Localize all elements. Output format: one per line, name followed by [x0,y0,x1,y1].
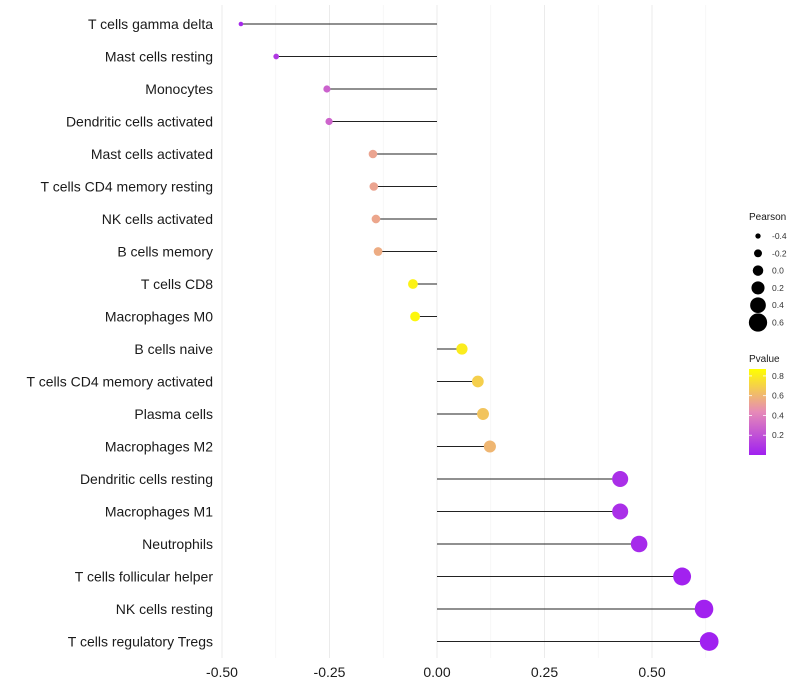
legend-size-key [754,249,762,258]
point [368,149,378,159]
legend-size-label: 0.0 [772,266,784,276]
colorbar-label: 0.2 [772,430,784,440]
colorbar-label: 0.6 [772,391,784,401]
point [673,567,692,586]
x-tick-label: -0.25 [314,664,346,680]
y-tick-label: B cells memory [117,244,213,260]
colorbar [749,369,766,455]
y-tick-label: Macrophages M0 [105,309,213,325]
y-tick-label: Macrophages M1 [105,504,213,520]
legend-size-key [750,297,766,314]
legend-size-key [748,313,768,332]
x-tick-label: 0.00 [423,664,450,680]
y-tick-label: Mast cells resting [105,49,213,65]
y-axis-labels: T cells gamma delta Mast cells resting Mon… [27,16,214,650]
y-tick-label: Dendritic cells resting [80,471,213,487]
y-tick-label: T cells CD4 memory resting [41,179,213,195]
y-tick-label: B cells naive [134,341,213,357]
legend-size-key [755,233,761,239]
legend-title: Pvalue [749,354,780,365]
point [369,182,379,191]
point [238,21,244,27]
y-tick-label: Dendritic cells activated [66,114,213,130]
point [410,311,420,322]
point [325,117,333,126]
y-tick-label: NK cells activated [102,211,213,227]
point [612,470,629,488]
colorbar-label: 0.4 [772,410,784,420]
legend-size-label: -0.4 [772,231,787,241]
point [477,408,489,420]
grid-lines [221,5,707,658]
legend-pvalue: Pvalue 0.2 0.4 0.6 0.8 [749,354,784,455]
point [371,214,381,224]
y-tick-label: Monocytes [145,81,213,97]
y-tick-label: T cells regulatory Tregs [68,634,213,650]
point [483,440,496,453]
y-tick-label: Mast cells activated [91,146,213,162]
x-tick-label: -0.50 [206,664,238,680]
point [273,53,279,60]
y-tick-label: T cells follicular helper [75,569,214,585]
y-tick-label: T cells CD4 memory activated [27,374,213,390]
legend-size-label: 0.2 [772,283,784,293]
point [630,535,648,553]
y-tick-label: NK cells resting [116,601,213,617]
legend-size-label: 0.6 [772,318,784,328]
x-tick-label: 0.25 [531,664,558,680]
legend-pearson: Pearson -0.4 -0.2 0.0 0.2 0.4 0.6 [748,212,787,332]
x-tick-label: 0.50 [638,664,665,680]
point [471,375,484,388]
stems [240,23,710,643]
legend-size-label: -0.2 [772,248,787,258]
legend-title: Pearson [749,212,786,223]
y-tick-label: Macrophages M2 [105,439,213,455]
legend-size-key [751,281,765,295]
legend-size-key [752,265,764,276]
point [408,279,418,289]
legend-size-label: 0.4 [772,300,784,310]
y-tick-label: T cells gamma delta [88,16,213,32]
x-axis-labels: -0.50 -0.25 0.00 0.25 0.50 [206,664,666,680]
y-tick-label: Neutrophils [142,536,213,552]
point [456,343,468,355]
point [612,503,629,520]
point [373,247,383,256]
point [694,599,714,619]
point [699,632,719,651]
colorbar-label: 0.8 [772,371,784,381]
y-tick-label: T cells CD8 [141,276,213,292]
points [238,21,719,651]
point [323,85,331,93]
y-tick-label: Plasma cells [134,406,213,422]
